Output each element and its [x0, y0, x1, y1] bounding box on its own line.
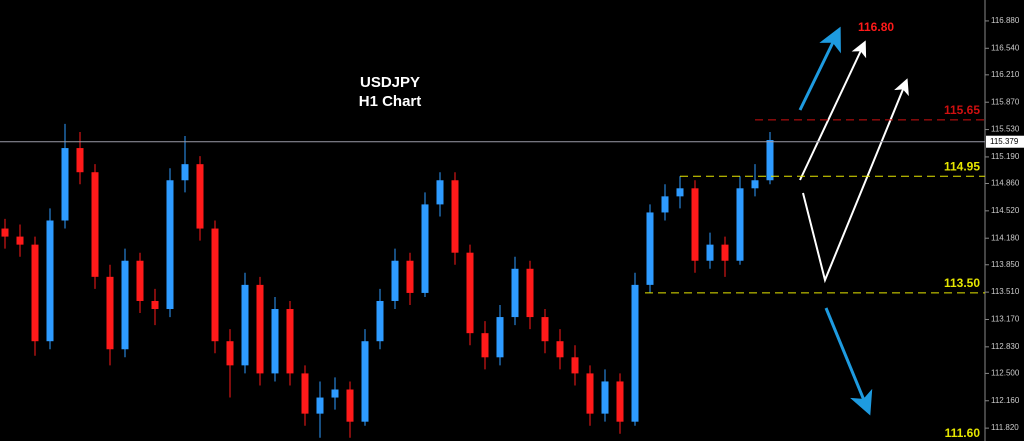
y-tick-label: 114.860 — [991, 179, 1020, 188]
candle-body — [151, 300, 159, 310]
chart-subtitle: H1 Chart — [359, 93, 422, 110]
candle-body — [256, 284, 264, 374]
chart-title: USDJPY — [360, 74, 420, 91]
level-label: 114.95 — [944, 159, 980, 173]
y-tick-label: 116.210 — [991, 70, 1020, 79]
arrow — [799, 40, 867, 181]
candle-body — [751, 180, 759, 189]
candle-body — [16, 236, 24, 245]
candle-body — [586, 373, 594, 414]
candle-body — [466, 252, 474, 334]
candle-body — [76, 148, 84, 173]
candle-body — [511, 268, 519, 318]
candle-body — [31, 244, 39, 342]
y-tick-label: 111.820 — [991, 423, 1019, 432]
arrow — [802, 78, 909, 284]
y-tick-label: 112.830 — [991, 342, 1020, 351]
candle-body — [226, 341, 234, 366]
candle-body — [481, 333, 489, 358]
y-tick-label: 114.180 — [991, 233, 1020, 242]
candle-body — [61, 148, 69, 221]
candle-body — [181, 164, 189, 181]
candle-body — [631, 284, 639, 422]
y-tick-label: 113.850 — [991, 260, 1020, 269]
candle-body — [526, 268, 534, 318]
candle-body — [196, 164, 204, 229]
y-tick-label: 115.530 — [991, 125, 1020, 134]
candle-body — [46, 220, 54, 342]
candle-body — [391, 260, 399, 301]
candle-body — [361, 341, 369, 422]
candle-body — [451, 180, 459, 253]
level-label: 113.50 — [944, 276, 980, 290]
candle-body — [331, 389, 339, 398]
candle-body — [166, 180, 174, 310]
y-tick-label: 116.540 — [991, 43, 1020, 52]
candle-body — [121, 260, 129, 350]
y-tick-label: 115.870 — [991, 97, 1020, 106]
candle-body — [346, 389, 354, 422]
candle-body — [496, 317, 504, 358]
candle-body — [556, 341, 564, 358]
candle-body — [766, 140, 774, 181]
candle-body — [691, 188, 699, 261]
candle-body — [541, 317, 549, 342]
candle-body — [316, 397, 324, 414]
candle-body — [376, 300, 384, 342]
candle-body — [406, 260, 414, 293]
arrow — [798, 26, 841, 111]
candle-body — [601, 381, 609, 414]
candle-body — [1, 228, 9, 237]
y-tick-label: 115.190 — [991, 152, 1020, 161]
candle-body — [136, 260, 144, 301]
candle-body — [106, 276, 114, 350]
current-price-box — [986, 135, 1024, 148]
candle-body — [661, 196, 669, 213]
candle-body — [436, 180, 444, 205]
candle-body — [571, 357, 579, 374]
y-tick-label: 116.880 — [991, 16, 1020, 25]
y-tick-label: 112.500 — [991, 369, 1020, 378]
candle-body — [421, 204, 429, 293]
candle-body — [286, 309, 294, 374]
candle-body — [271, 309, 279, 374]
candle-body — [241, 284, 249, 366]
candle-body — [676, 188, 684, 197]
target-label: 111.60 — [945, 426, 981, 440]
level-label: 115.65 — [944, 103, 980, 117]
candle-body — [616, 381, 624, 422]
y-tick-label: 112.160 — [991, 396, 1020, 405]
arrow — [824, 307, 873, 416]
candle-body — [301, 373, 309, 414]
candle-body — [736, 188, 744, 261]
current-price-label: 115.379 — [990, 137, 1019, 146]
y-tick-label: 114.520 — [991, 206, 1020, 215]
candle-body — [721, 244, 729, 261]
y-tick-label: 113.170 — [991, 315, 1020, 324]
candle-body — [91, 172, 99, 277]
y-tick-label: 113.510 — [991, 287, 1020, 296]
candle-body — [211, 228, 219, 342]
target-label: 116.80 — [858, 20, 894, 34]
candle-body — [706, 244, 714, 261]
candle-body — [646, 212, 654, 285]
